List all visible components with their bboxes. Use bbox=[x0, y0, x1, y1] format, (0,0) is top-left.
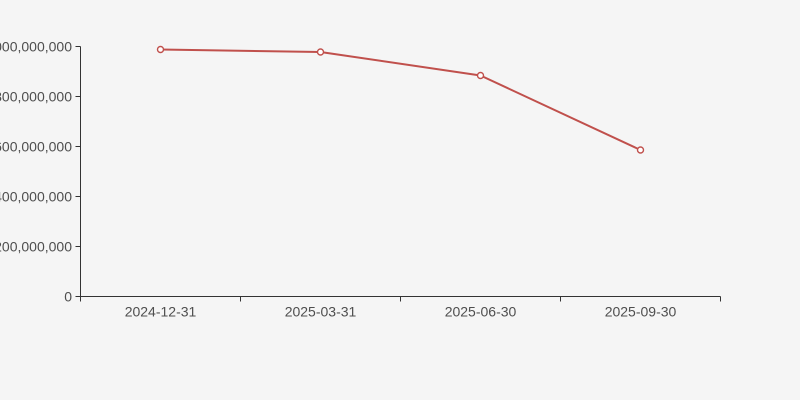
data-point-marker[interactable] bbox=[316, 48, 325, 56]
x-axis-label: 2024-12-31 bbox=[125, 304, 197, 320]
data-point-marker[interactable] bbox=[636, 146, 645, 154]
data-point-marker[interactable] bbox=[476, 71, 485, 80]
x-axis-label: 2025-09-30 bbox=[605, 304, 677, 320]
y-axis-label: 200,000,000 bbox=[0, 239, 72, 255]
data-point-marker[interactable] bbox=[156, 45, 165, 54]
y-axis-label: 400,000,000 bbox=[0, 189, 72, 205]
x-axis-label: 2025-03-31 bbox=[285, 304, 357, 320]
y-axis-label: 0 bbox=[64, 289, 72, 305]
y-axis-label: 1,000,000,000 bbox=[0, 39, 72, 55]
x-axis-label: 2025-06-30 bbox=[445, 304, 517, 320]
y-axis-label: 800,000,000 bbox=[0, 89, 72, 105]
series-line bbox=[159, 48, 642, 151]
y-axis-label: 600,000,000 bbox=[0, 139, 72, 155]
